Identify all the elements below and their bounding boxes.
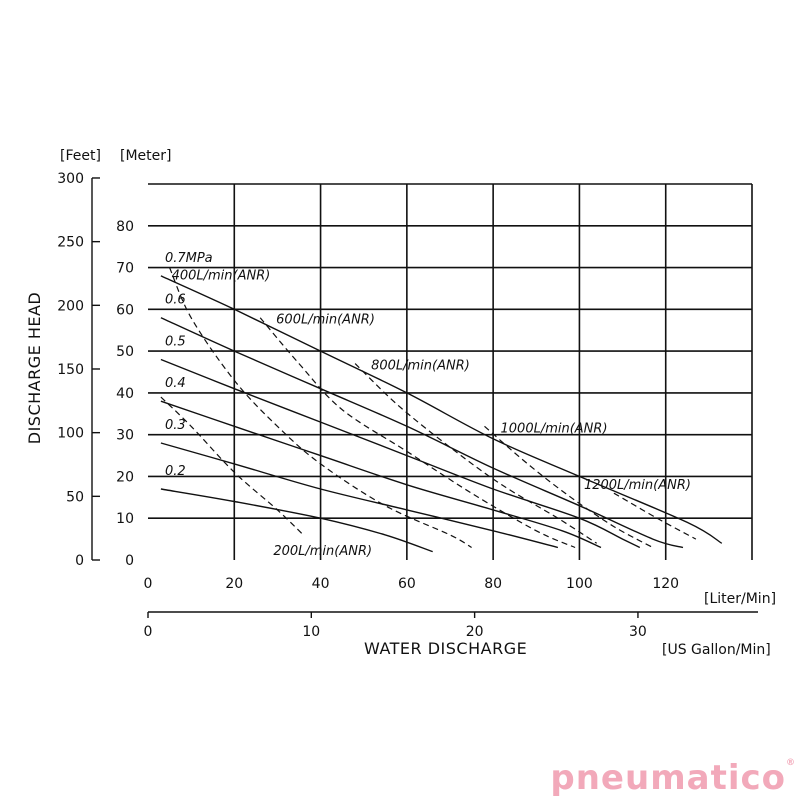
liter-tick-60: 60 xyxy=(398,576,416,592)
pressure-label-0-2: 0.2 xyxy=(165,464,186,479)
meter-tick-70: 70 xyxy=(116,261,134,277)
air-curve-1200l-min-anr xyxy=(613,492,697,540)
air-label-1000l-min-anr: 1000L/min(ANR) xyxy=(501,421,608,436)
air-curve-800l-min-anr xyxy=(354,363,598,544)
feet-tick-150: 150 xyxy=(57,362,84,378)
liter-tick-40: 40 xyxy=(312,576,330,592)
liter-tick-20: 20 xyxy=(225,576,243,592)
liter-tick-80: 80 xyxy=(484,576,502,592)
labels: 0.7MPa 0.6 0.5 0.4 0.3 0.2 200L/min(ANR) 400L/m… xyxy=(25,148,776,658)
grid-lines xyxy=(148,183,753,560)
gallon-tick-20: 20 xyxy=(466,624,484,640)
feet-tick-100: 100 xyxy=(57,426,84,442)
pneumatico-logo: pneumatico® xyxy=(550,758,796,798)
feet-unit-label: [Feet] xyxy=(60,148,101,164)
liter-tick-120: 120 xyxy=(652,576,679,592)
air-curve-1000l-min-anr xyxy=(484,425,654,549)
liter-unit-label: [Liter/Min] xyxy=(704,591,776,607)
pressure-curve-0-3 xyxy=(160,442,559,549)
meter-unit-label: [Meter] xyxy=(120,148,171,164)
gallon-unit-label: [US Gallon/Min] xyxy=(662,642,771,658)
pressure-label-0-7mpa: 0.7MPa xyxy=(165,251,213,266)
x-axis-title: WATER DISCHARGE xyxy=(364,639,527,658)
feet-tick-300: 300 xyxy=(57,171,84,187)
air-curve-600l-min-anr xyxy=(259,317,576,549)
meter-tick-80: 80 xyxy=(116,219,134,235)
air-label-200l-min-anr: 200L/min(ANR) xyxy=(273,544,372,559)
feet-tick-50: 50 xyxy=(66,489,84,505)
pressure-curve-0-4 xyxy=(160,400,602,549)
pressure-curve-0-2 xyxy=(160,488,433,553)
meter-tick-30: 30 xyxy=(116,428,134,444)
axes xyxy=(91,177,758,618)
feet-tick-250: 250 xyxy=(57,235,84,251)
pressure-label-0-6: 0.6 xyxy=(165,293,186,308)
pressure-curve-0-5 xyxy=(160,358,641,549)
meter-tick-10: 10 xyxy=(116,511,134,527)
gallon-tick-0: 0 xyxy=(144,624,153,640)
meter-tick-50: 50 xyxy=(116,344,134,360)
pressure-curve-0-7mpa xyxy=(160,275,723,544)
meter-tick-0: 0 xyxy=(125,553,134,569)
curves xyxy=(160,267,723,553)
air-label-600l-min-anr: 600L/min(ANR) xyxy=(276,313,375,328)
liter-tick-0: 0 xyxy=(144,576,153,592)
air-label-800l-min-anr: 800L/min(ANR) xyxy=(371,359,470,374)
pressure-label-0-4: 0.4 xyxy=(165,376,186,391)
liter-tick-100: 100 xyxy=(566,576,593,592)
air-label-1200l-min-anr: 1200L/min(ANR) xyxy=(584,478,691,493)
air-curve-400l-min-anr xyxy=(169,267,472,549)
feet-tick-0: 0 xyxy=(75,553,84,569)
air-label-400l-min-anr: 400L/min(ANR) xyxy=(172,269,271,284)
air-curve-200l-min-anr xyxy=(160,396,304,536)
feet-tick-200: 200 xyxy=(57,298,84,314)
meter-tick-60: 60 xyxy=(116,302,134,318)
pressure-label-0-5: 0.5 xyxy=(165,334,186,349)
registered-mark: ® xyxy=(786,758,796,768)
brand-name: pneumatico xyxy=(550,758,786,798)
meter-tick-40: 40 xyxy=(116,386,134,402)
meter-tick-20: 20 xyxy=(116,469,134,485)
pressure-curve-0-6 xyxy=(160,317,684,549)
gallon-tick-30: 30 xyxy=(629,624,647,640)
y-axis-title: DISCHARGE HEAD xyxy=(25,292,44,444)
gallon-tick-10: 10 xyxy=(302,624,320,640)
pressure-label-0-3: 0.3 xyxy=(165,418,186,433)
